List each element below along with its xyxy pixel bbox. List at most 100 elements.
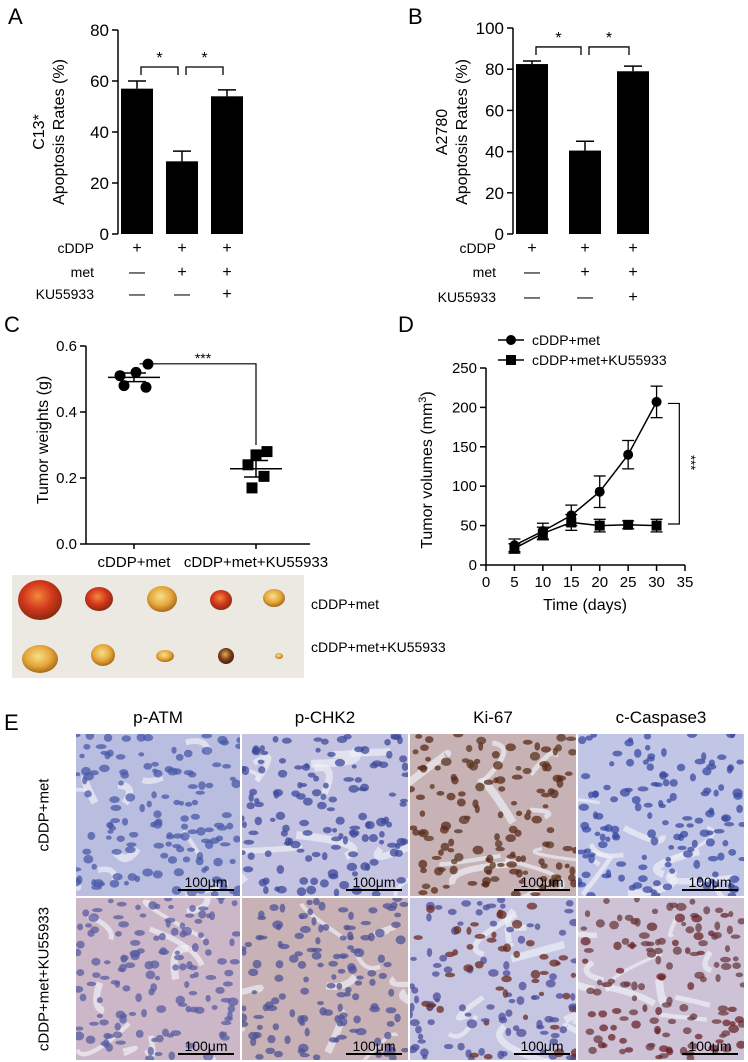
- micrograph-nucleus-1-0-25: [179, 922, 186, 929]
- micrograph-nucleus-1-0-115: [158, 932, 166, 941]
- micrograph-nucleus-0-2-69: [524, 812, 531, 821]
- micrograph-stroma-0-3-3: [580, 855, 614, 896]
- a-ytick-label-2: 40: [90, 123, 109, 142]
- xlabel-d: Time (days): [543, 597, 627, 614]
- micrograph-nucleus-1-2-133: [463, 964, 474, 973]
- d-point-0-4: [623, 449, 634, 460]
- ylabel-b-line1: A2780: [434, 109, 451, 155]
- micrograph-nucleus-0-1-51: [243, 839, 255, 845]
- micrograph-nucleus-0-3-87: [605, 836, 611, 842]
- micrograph-nucleus-0-2-55: [483, 865, 493, 874]
- a-bar-2: [211, 96, 243, 234]
- micrograph-nucleus-1-3-119: [712, 931, 722, 939]
- b-treat-label-0: cDDP: [459, 240, 496, 256]
- micrograph-nucleus-1-2-128: [497, 909, 503, 918]
- micrograph-nucleus-1-2-59: [549, 973, 557, 981]
- micrograph-nucleus-0-1-127: [386, 842, 398, 848]
- panel-label-e: E: [4, 710, 19, 735]
- micrograph-nucleus-1-3-88: [694, 971, 705, 979]
- micrograph-nucleus-1-1-33: [336, 982, 343, 990]
- micrograph-stroma-1-1-9: [362, 1032, 399, 1060]
- micrograph-nucleus-0-0-87: [83, 743, 91, 750]
- micrograph-nucleus-1-1-129: [303, 976, 309, 983]
- micrograph-nucleus-1-3-71: [597, 1041, 606, 1049]
- micrograph-nucleus-1-3-69: [613, 941, 622, 951]
- micrograph-nucleus-0-3-7: [612, 750, 623, 757]
- micrograph-nucleus-1-2-78: [545, 979, 556, 988]
- micrograph-nucleus-1-0-24: [202, 938, 210, 946]
- micrograph-nucleus-0-3-38: [615, 861, 627, 867]
- micrograph-nucleus-1-1-59: [317, 962, 324, 968]
- micrograph-nucleus-1-2-84: [436, 1005, 444, 1014]
- micrograph-nucleus-0-0-94: [205, 782, 214, 789]
- micrograph-nucleus-1-3-65: [671, 939, 679, 947]
- micrograph-nucleus-1-0-72: [188, 990, 198, 996]
- c-ytick-label-1: 0.2: [56, 470, 77, 487]
- micrograph-stroma-1-0-8: [93, 981, 106, 1014]
- micrograph-nucleus-1-3-105: [721, 1030, 731, 1037]
- micrograph-nucleus-1-1-102: [272, 920, 284, 929]
- scale-bar-label-1-1: 100μm: [352, 1038, 395, 1054]
- micrograph-nucleus-0-3-26: [645, 744, 651, 751]
- micrograph-nucleus-1-1-124: [340, 954, 346, 959]
- micrograph-0-1: 100μm: [242, 734, 408, 896]
- b-ytick-label-0: 0: [495, 225, 504, 244]
- micrograph-nucleus-1-3-133: [665, 1046, 673, 1054]
- micrograph-nucleus-1-3-102: [735, 972, 744, 978]
- micrograph-stroma-1-2-0: [562, 1022, 576, 1034]
- micrograph-nucleus-1-3-50: [715, 1039, 724, 1044]
- micrograph-nucleus-0-2-81: [564, 863, 570, 869]
- micrograph-nucleus-1-3-32: [717, 1011, 729, 1016]
- tumor-2b: [91, 644, 115, 666]
- micrograph-nucleus-0-2-100: [472, 799, 479, 808]
- micrograph-nucleus-0-3-18: [662, 779, 670, 787]
- micrograph-nucleus-0-2-62: [540, 792, 552, 798]
- micrograph-nucleus-1-0-134: [114, 1022, 121, 1031]
- micrograph-nucleus-1-1-138: [297, 1015, 305, 1024]
- micrograph-nucleus-1-2-121: [478, 1048, 485, 1056]
- d-point-1-1: [537, 528, 548, 539]
- micrograph-nucleus-1-2-97: [539, 953, 549, 960]
- micrograph-nucleus-0-3-118: [679, 830, 689, 838]
- d-point-1-4: [623, 519, 634, 530]
- micrograph-stroma-1-0-5: [122, 1045, 138, 1057]
- d-xtick-label-5: 25: [620, 574, 637, 591]
- micrograph-nucleus-1-0-119: [186, 961, 193, 970]
- micrograph-nucleus-1-0-33: [175, 995, 186, 1005]
- micrograph-nucleus-0-1-4: [351, 871, 359, 877]
- micrograph-bg-0-3: [578, 734, 744, 896]
- a-treat-mark-2-0: —: [129, 286, 145, 303]
- micrograph-nucleus-0-0-138: [89, 770, 99, 776]
- d-ytick-label-0: 0: [469, 557, 477, 574]
- micrograph-nucleus-0-3-137: [632, 882, 643, 889]
- micrograph-nucleus-0-3-104: [649, 889, 658, 894]
- micrograph-nucleus-1-1-103: [337, 968, 346, 974]
- micrograph-stroma-1-2-2: [455, 995, 485, 1021]
- micrograph-nucleus-1-3-101: [601, 981, 613, 988]
- micrograph-nucleus-1-1-61: [297, 961, 307, 969]
- micrograph-nucleus-0-2-138: [420, 744, 429, 752]
- micrograph-nucleus-0-0-85: [82, 848, 92, 855]
- micrograph-nucleus-0-2-92: [505, 834, 516, 843]
- micrograph-nucleus-0-2-98: [495, 776, 506, 784]
- micrograph-nucleus-1-1-2: [385, 1007, 397, 1014]
- micrograph-nucleus-1-1-46: [255, 1053, 264, 1060]
- micrograph-nucleus-0-2-80: [556, 734, 567, 742]
- micrograph-nucleus-0-2-58: [538, 858, 545, 866]
- micrograph-nucleus-0-2-5: [568, 748, 576, 756]
- micrograph-nucleus-1-0-60: [134, 929, 145, 936]
- micrograph-svg-1-0: 100μm: [76, 898, 240, 1060]
- micrograph-nucleus-0-2-67: [551, 874, 562, 879]
- micrograph-nucleus-1-1-109: [265, 1047, 276, 1055]
- micrograph-nucleus-1-3-97: [721, 1045, 732, 1053]
- micrograph-nucleus-0-2-89: [421, 883, 431, 890]
- micrograph-nucleus-1-0-80: [151, 1037, 158, 1043]
- micrograph-nucleus-1-3-17: [681, 921, 687, 927]
- micrograph-nucleus-1-1-101: [257, 935, 268, 940]
- micrograph-nucleus-0-1-112: [321, 852, 328, 861]
- micrograph-nucleus-1-2-66: [411, 987, 419, 994]
- micrograph-nucleus-1-3-12: [715, 907, 724, 914]
- scale-bar-label-0-0: 100μm: [184, 874, 227, 890]
- micrograph-nucleus-0-2-20: [425, 736, 434, 744]
- micrograph-nucleus-0-2-135: [486, 854, 494, 864]
